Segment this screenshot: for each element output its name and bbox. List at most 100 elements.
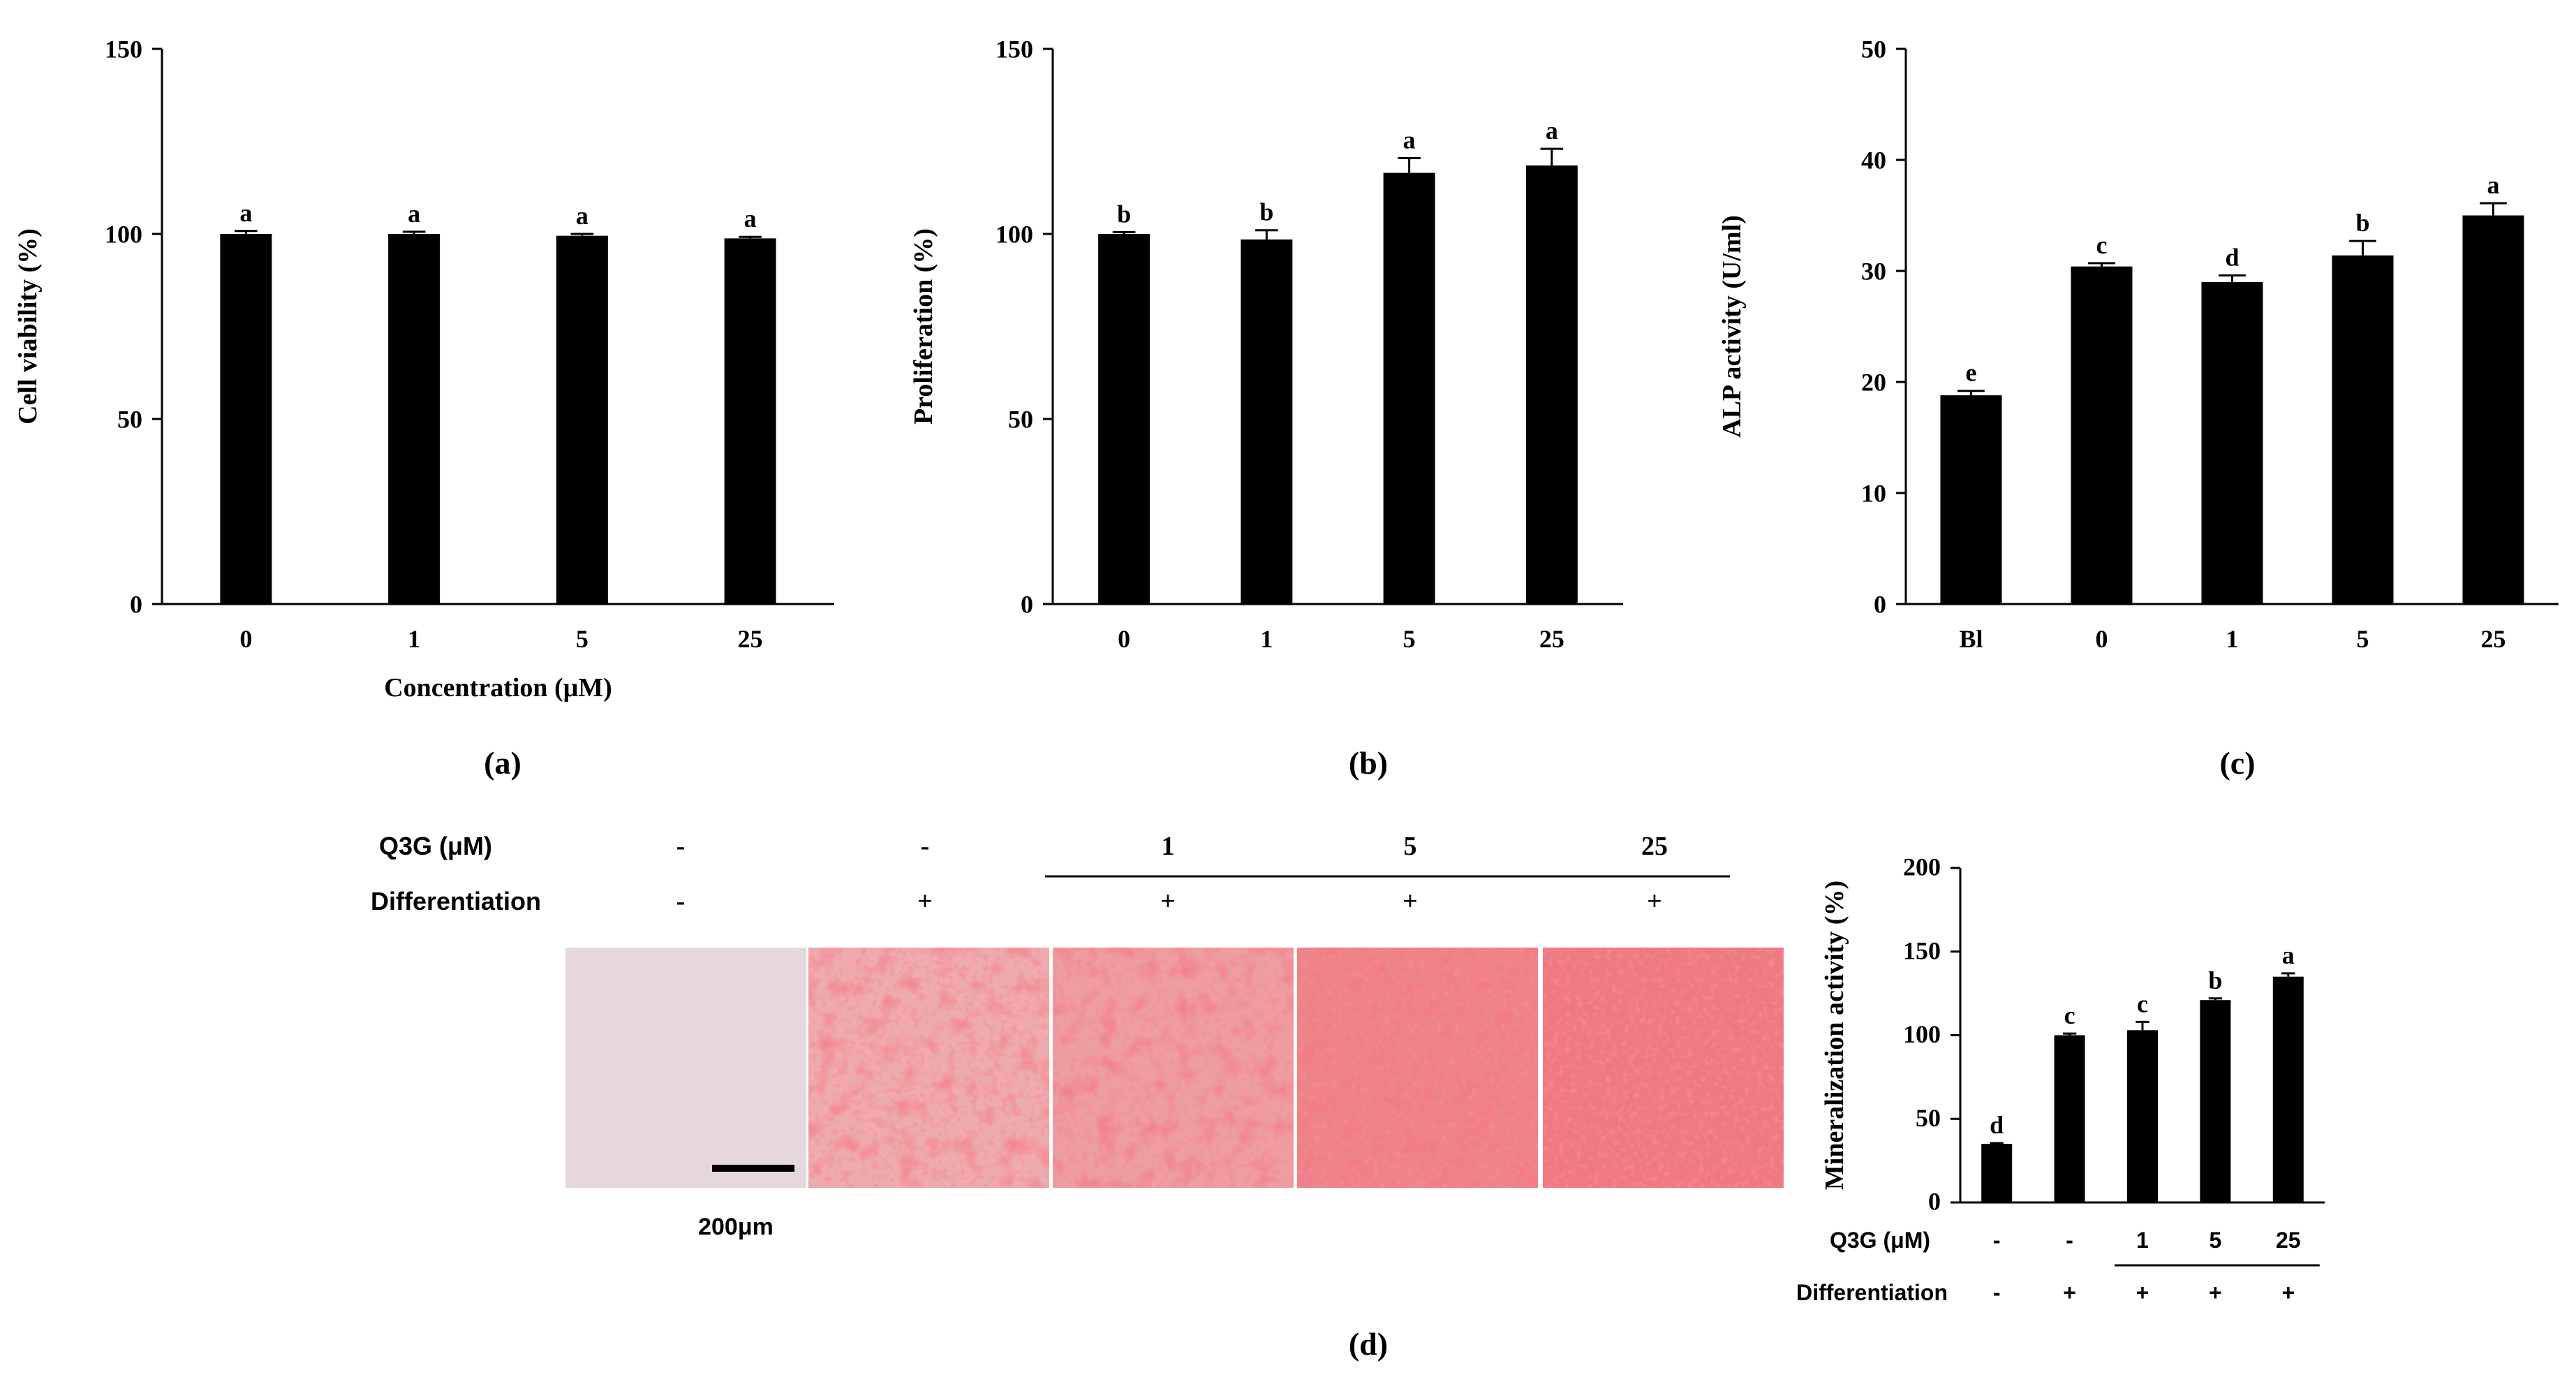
differentiation-label: Differentiation bbox=[1796, 1280, 1948, 1305]
bar bbox=[2071, 266, 2133, 604]
x-tick-label: 1 bbox=[408, 625, 420, 653]
y-axis-label: Cell viability (%) bbox=[13, 228, 43, 425]
x-tick-label: 1 bbox=[2136, 1228, 2149, 1253]
y-tick-label: 150 bbox=[1903, 936, 1941, 964]
bar bbox=[1525, 165, 1578, 604]
panel-label-d: (d) bbox=[1349, 1326, 1388, 1362]
diff-value: + bbox=[2281, 1280, 2295, 1305]
stain-q3g-value: 5 bbox=[1404, 832, 1417, 861]
significance-label: c bbox=[2137, 989, 2148, 1017]
significance-label: a bbox=[408, 200, 420, 228]
stain-image bbox=[808, 948, 1049, 1188]
x-tick-label: 5 bbox=[2209, 1228, 2222, 1253]
significance-label: a bbox=[2282, 941, 2295, 969]
panel-label-b: (b) bbox=[1349, 745, 1388, 781]
x-tick-label: 5 bbox=[576, 625, 589, 653]
bar bbox=[1940, 395, 2002, 604]
significance-label: c bbox=[2064, 1001, 2075, 1029]
y-tick-label: 100 bbox=[995, 221, 1033, 249]
stain-image-bg bbox=[565, 948, 806, 1188]
stain-speckles bbox=[1297, 948, 1538, 1188]
y-tick-label: 30 bbox=[1861, 258, 1886, 286]
x-tick-label: 0 bbox=[2096, 625, 2108, 653]
chart-c: 0 10 20 30 40 50 ALP activity (U/ml) e Bl c 0 d 1 b 5 a… bbox=[1717, 36, 2559, 653]
y-tick-label: 0 bbox=[1021, 591, 1033, 619]
bar bbox=[2332, 255, 2394, 604]
y-tick-label: 150 bbox=[995, 36, 1033, 64]
stain-q3g-value: 25 bbox=[1641, 832, 1668, 861]
chart-d: 0 50 100 150 200 Mineralization activity (%) d… bbox=[1796, 853, 2325, 1305]
q3g-label: Q3G (μM) bbox=[1830, 1228, 1930, 1253]
x-tick-label: 0 bbox=[1118, 625, 1130, 653]
significance-label: a bbox=[744, 205, 757, 233]
x-tick-label: Bl bbox=[1959, 625, 1983, 653]
bar bbox=[2272, 976, 2304, 1202]
y-tick-label: 40 bbox=[1861, 147, 1886, 175]
x-tick-label: 25 bbox=[2481, 625, 2506, 653]
y-tick-label: 100 bbox=[1903, 1020, 1941, 1048]
scale-bar-label: 200μm bbox=[698, 1214, 773, 1240]
bar bbox=[220, 234, 272, 604]
significance-label: a bbox=[576, 202, 589, 230]
bar bbox=[1241, 239, 1293, 604]
stain-speckles bbox=[1543, 948, 1784, 1188]
significance-label: a bbox=[1546, 117, 1558, 145]
x-axis-label: Concentration (μM) bbox=[384, 673, 612, 702]
stain-texture bbox=[565, 948, 806, 1188]
significance-label: b bbox=[1117, 200, 1131, 228]
significance-label: b bbox=[2355, 209, 2369, 237]
bar bbox=[724, 238, 776, 604]
chart-a: 0 50 100 150 Cell viability (%) a 0 a 1 a 5 a 25 Conc… bbox=[13, 36, 834, 702]
x-tick-label: 5 bbox=[2357, 625, 2369, 653]
stain-speckles bbox=[1053, 948, 1294, 1188]
diff-value: + bbox=[2063, 1280, 2076, 1305]
bar bbox=[2462, 215, 2524, 604]
x-tick-label: 5 bbox=[1403, 625, 1416, 653]
y-axis-label: Proliferation (%) bbox=[909, 228, 938, 425]
stain-diff-value: + bbox=[917, 887, 933, 916]
x-tick-label: 0 bbox=[239, 625, 252, 653]
y-tick-label: 150 bbox=[105, 36, 142, 64]
x-tick-label: 25 bbox=[2276, 1228, 2301, 1253]
stain-q3g-label: Q3G (μM) bbox=[379, 832, 492, 860]
stain-image bbox=[565, 948, 806, 1188]
y-tick-label: 50 bbox=[1861, 36, 1886, 64]
stain-q3g-value: - bbox=[676, 832, 686, 861]
bar bbox=[556, 235, 608, 604]
stain-diff-label: Differentiation bbox=[371, 887, 541, 915]
x-tick-label: 25 bbox=[738, 625, 763, 653]
bar bbox=[1098, 234, 1150, 604]
y-tick-label: 50 bbox=[117, 406, 142, 434]
stain-q3g-value: - bbox=[921, 832, 930, 861]
y-tick-label: 100 bbox=[105, 221, 142, 249]
stain-diff-value: + bbox=[1160, 887, 1176, 916]
bar bbox=[2201, 281, 2263, 604]
bar bbox=[2054, 1035, 2085, 1202]
significance-label: e bbox=[1966, 359, 1977, 387]
y-tick-label: 0 bbox=[130, 591, 142, 619]
y-tick-label: 50 bbox=[1916, 1104, 1941, 1132]
x-tick-label: 1 bbox=[2226, 625, 2239, 653]
significance-label: a bbox=[239, 199, 252, 227]
y-axis-label: ALP activity (U/ml) bbox=[1717, 215, 1747, 438]
stain-diff-value: + bbox=[1402, 887, 1418, 916]
y-axis-label: Mineralization activity (%) bbox=[1820, 881, 1849, 1190]
significance-label: d bbox=[2225, 243, 2239, 271]
chart-b: 0 50 100 150 Proliferation (%) b 0 b 1 a 5 a 25 bbox=[909, 36, 1623, 653]
significance-label: a bbox=[2487, 171, 2500, 199]
significance-label: b bbox=[1259, 198, 1273, 226]
y-tick-label: 0 bbox=[1928, 1188, 1941, 1216]
diff-value: + bbox=[2136, 1280, 2149, 1305]
x-tick-label: - bbox=[1993, 1228, 2001, 1253]
stain-image bbox=[1543, 948, 1784, 1188]
significance-label: b bbox=[2208, 966, 2222, 994]
scale-bar bbox=[712, 1165, 794, 1172]
stain-q3g-value: 1 bbox=[1162, 832, 1175, 861]
stain-diff-value: - bbox=[676, 887, 686, 916]
stain-images: - - - +1 +5 +25 + bbox=[565, 832, 1784, 1188]
bar bbox=[2127, 1030, 2158, 1202]
stain-image bbox=[1297, 948, 1538, 1188]
panel-label-a: (a) bbox=[484, 745, 521, 781]
bar bbox=[388, 234, 441, 604]
